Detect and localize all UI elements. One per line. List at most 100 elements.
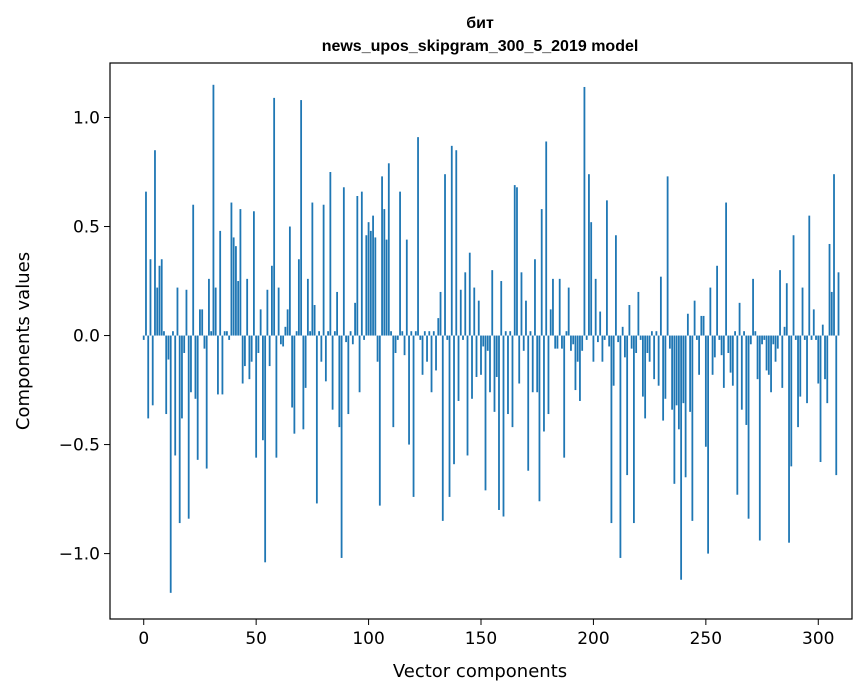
bar-240 (682, 335, 685, 404)
bar-126 (426, 335, 428, 362)
bar-15 (176, 287, 179, 336)
bar-112 (394, 335, 397, 353)
bar-100 (367, 222, 370, 336)
bar-299 (815, 335, 817, 340)
bar-275 (761, 335, 763, 345)
bar-287 (788, 335, 790, 543)
bar-277 (765, 335, 768, 371)
bar-53 (262, 335, 264, 441)
bar-44 (241, 335, 244, 384)
bar-69 (297, 259, 300, 336)
bar-209 (612, 335, 615, 386)
bar-246 (695, 335, 698, 340)
bar-144 (466, 335, 469, 456)
bar-52 (259, 309, 262, 336)
bar-1 (145, 191, 147, 336)
bar-34 (219, 230, 222, 336)
bar-90 (345, 335, 347, 343)
bar-30 (210, 331, 213, 336)
bar-32 (214, 287, 217, 336)
bar-129 (432, 331, 435, 336)
bar-12 (169, 335, 172, 593)
bar-68 (295, 331, 298, 336)
bar-281 (774, 335, 777, 362)
bar-187 (563, 335, 566, 458)
bar-205 (603, 335, 606, 340)
bar-150 (480, 335, 482, 375)
bar-164 (511, 335, 514, 428)
bar-142 (462, 335, 464, 340)
bar-274 (758, 335, 761, 541)
bar-288 (790, 335, 793, 467)
bar-262 (731, 335, 734, 386)
bar-248 (700, 315, 703, 336)
bar-254 (713, 335, 716, 358)
bar-135 (446, 335, 449, 340)
bar-264 (736, 335, 739, 495)
bar-25 (199, 309, 201, 336)
bar-115 (401, 331, 404, 336)
bar-62 (282, 335, 285, 347)
bar-56 (268, 335, 271, 367)
bar-105 (378, 335, 381, 506)
bar-63 (284, 326, 287, 336)
bar-278 (767, 335, 770, 375)
bar-196 (583, 86, 586, 336)
bar-193 (576, 335, 579, 362)
bar-266 (740, 335, 743, 410)
bar-31 (212, 84, 215, 336)
bar-41 (235, 246, 237, 336)
bar-29 (208, 278, 210, 336)
bar-172 (529, 331, 532, 336)
bar-238 (677, 335, 680, 430)
bar-38 (228, 335, 231, 340)
bar-301 (819, 335, 822, 463)
bar-184 (556, 335, 559, 349)
bar-175 (536, 335, 539, 393)
bar-236 (673, 335, 676, 484)
bar-222 (641, 335, 644, 397)
bar-48 (250, 335, 253, 362)
bar-98 (363, 335, 365, 340)
bar-289 (792, 235, 795, 336)
y-tick-label: 0.5 (73, 218, 100, 238)
bar-294 (803, 335, 806, 340)
bar-260 (727, 335, 730, 353)
bar-3 (149, 259, 152, 336)
bar-88 (340, 335, 343, 558)
bar-18 (183, 335, 186, 353)
bar-210 (615, 235, 617, 336)
bar-171 (527, 335, 530, 471)
bar-181 (549, 309, 552, 336)
bar-46 (246, 278, 249, 336)
bar-263 (734, 331, 736, 336)
bar-146 (471, 335, 473, 399)
bar-241 (684, 335, 687, 478)
bar-35 (221, 335, 224, 395)
x-tick-label: 150 (465, 629, 497, 649)
bar-189 (567, 287, 570, 336)
bar-206 (606, 200, 608, 336)
bar-82 (327, 331, 329, 336)
bar-256 (718, 335, 721, 340)
bar-268 (745, 335, 748, 425)
bar-204 (601, 335, 604, 362)
bar-89 (342, 187, 345, 336)
bar-85 (333, 331, 336, 336)
y-tick-label: −0.5 (59, 436, 100, 456)
bar-244 (691, 335, 694, 521)
bar-166 (516, 187, 518, 336)
bar-296 (808, 215, 811, 336)
bar-125 (423, 331, 426, 336)
bar-117 (405, 239, 408, 336)
bar-95 (356, 196, 359, 336)
y-tick-label: −1.0 (59, 545, 100, 565)
bar-276 (763, 335, 766, 340)
bar-249 (702, 315, 705, 336)
bar-84 (331, 335, 334, 410)
bar-247 (698, 335, 700, 375)
bar-271 (752, 278, 754, 336)
bar-132 (439, 291, 442, 336)
bar-120 (412, 335, 415, 497)
bar-165 (513, 185, 516, 336)
